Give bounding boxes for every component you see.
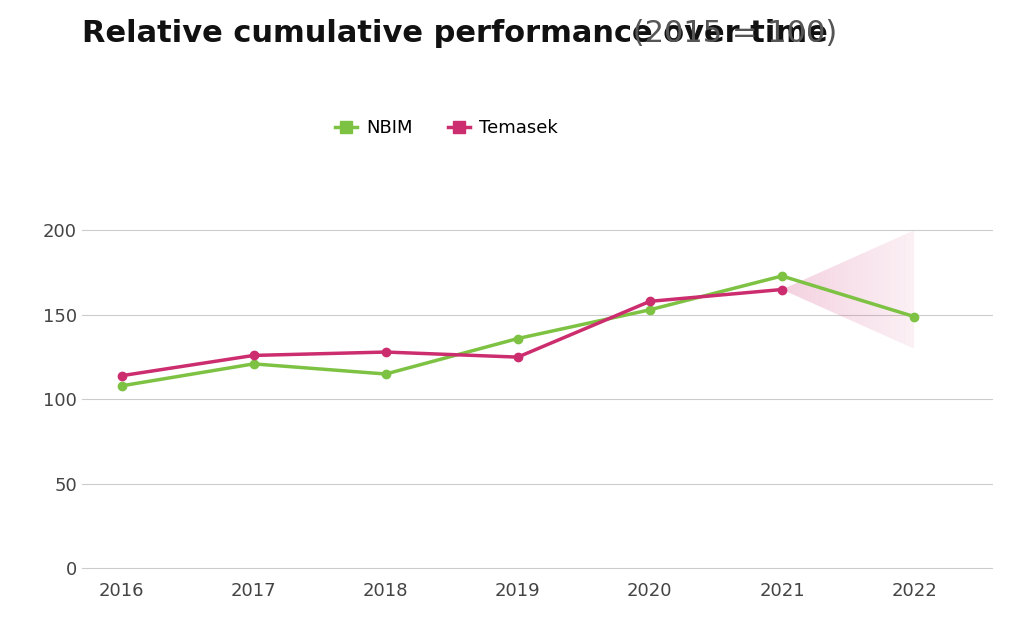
- Temasek: [512, 354, 524, 361]
- Polygon shape: [888, 241, 889, 337]
- Temasek: [116, 372, 128, 379]
- Temasek: [644, 298, 656, 305]
- Polygon shape: [821, 271, 823, 308]
- Polygon shape: [823, 270, 825, 308]
- Polygon shape: [866, 251, 867, 328]
- Polygon shape: [864, 252, 866, 327]
- Polygon shape: [877, 246, 878, 332]
- Polygon shape: [847, 260, 848, 319]
- Polygon shape: [808, 277, 810, 302]
- Text: Relative cumulative performance over time: Relative cumulative performance over tim…: [82, 19, 827, 48]
- Polygon shape: [861, 253, 863, 326]
- Polygon shape: [828, 268, 829, 311]
- Polygon shape: [796, 283, 797, 296]
- Temasek: [248, 352, 260, 359]
- Temasek: [776, 286, 788, 293]
- NBIM: [512, 335, 524, 342]
- Polygon shape: [893, 240, 894, 340]
- Polygon shape: [834, 266, 835, 313]
- Polygon shape: [843, 261, 845, 318]
- Polygon shape: [899, 236, 901, 343]
- Polygon shape: [829, 267, 831, 312]
- Polygon shape: [794, 283, 796, 295]
- Polygon shape: [820, 271, 821, 307]
- Polygon shape: [786, 287, 788, 292]
- Polygon shape: [909, 232, 910, 347]
- Polygon shape: [897, 237, 899, 342]
- NBIM: [116, 382, 128, 389]
- Polygon shape: [785, 287, 786, 292]
- Polygon shape: [783, 288, 785, 291]
- Polygon shape: [797, 282, 799, 297]
- Polygon shape: [910, 231, 912, 348]
- NBIM: [380, 371, 392, 378]
- Polygon shape: [863, 253, 864, 327]
- Polygon shape: [872, 248, 874, 331]
- Polygon shape: [896, 238, 897, 341]
- NBIM: [908, 313, 921, 320]
- Polygon shape: [869, 250, 871, 329]
- Polygon shape: [853, 257, 855, 322]
- Polygon shape: [805, 278, 807, 300]
- Polygon shape: [782, 289, 783, 290]
- Line: Temasek: Temasek: [118, 285, 786, 380]
- Polygon shape: [881, 245, 883, 335]
- Polygon shape: [816, 273, 818, 306]
- Polygon shape: [831, 266, 834, 312]
- Temasek: [380, 348, 392, 356]
- NBIM: [776, 272, 788, 280]
- Polygon shape: [791, 285, 792, 294]
- Polygon shape: [885, 243, 886, 336]
- Line: NBIM: NBIM: [118, 272, 919, 390]
- Polygon shape: [851, 258, 853, 321]
- Polygon shape: [855, 256, 856, 323]
- Polygon shape: [845, 261, 847, 319]
- Polygon shape: [788, 286, 791, 293]
- Polygon shape: [891, 240, 893, 339]
- Polygon shape: [799, 282, 800, 298]
- Polygon shape: [807, 278, 808, 302]
- Text: (2015 = 100): (2015 = 100): [623, 19, 837, 48]
- Polygon shape: [904, 234, 906, 345]
- Polygon shape: [878, 246, 880, 333]
- Polygon shape: [906, 233, 907, 345]
- Polygon shape: [871, 249, 872, 330]
- Polygon shape: [842, 262, 843, 317]
- Polygon shape: [802, 280, 804, 299]
- Polygon shape: [825, 270, 826, 310]
- Polygon shape: [907, 233, 909, 347]
- Polygon shape: [901, 236, 902, 344]
- Polygon shape: [894, 238, 896, 340]
- Polygon shape: [848, 259, 850, 320]
- Polygon shape: [886, 242, 888, 337]
- Polygon shape: [912, 230, 914, 349]
- NBIM: [248, 360, 260, 367]
- Polygon shape: [838, 263, 840, 315]
- Polygon shape: [850, 258, 851, 320]
- Polygon shape: [889, 241, 891, 339]
- Polygon shape: [858, 255, 859, 324]
- Polygon shape: [874, 248, 877, 332]
- Polygon shape: [818, 273, 820, 307]
- Polygon shape: [859, 254, 861, 325]
- Polygon shape: [867, 250, 869, 329]
- Polygon shape: [902, 234, 904, 344]
- Polygon shape: [810, 277, 812, 303]
- NBIM: [644, 306, 656, 314]
- Polygon shape: [840, 263, 842, 316]
- Polygon shape: [883, 244, 885, 335]
- Legend: NBIM, Temasek: NBIM, Temasek: [328, 112, 565, 144]
- Polygon shape: [800, 281, 802, 298]
- Polygon shape: [826, 269, 828, 310]
- Polygon shape: [837, 265, 838, 315]
- Polygon shape: [812, 275, 813, 303]
- Polygon shape: [792, 284, 794, 295]
- Polygon shape: [815, 274, 816, 305]
- Polygon shape: [804, 279, 805, 300]
- Polygon shape: [813, 275, 815, 304]
- Polygon shape: [835, 265, 837, 314]
- Polygon shape: [880, 245, 881, 334]
- Polygon shape: [856, 255, 858, 324]
